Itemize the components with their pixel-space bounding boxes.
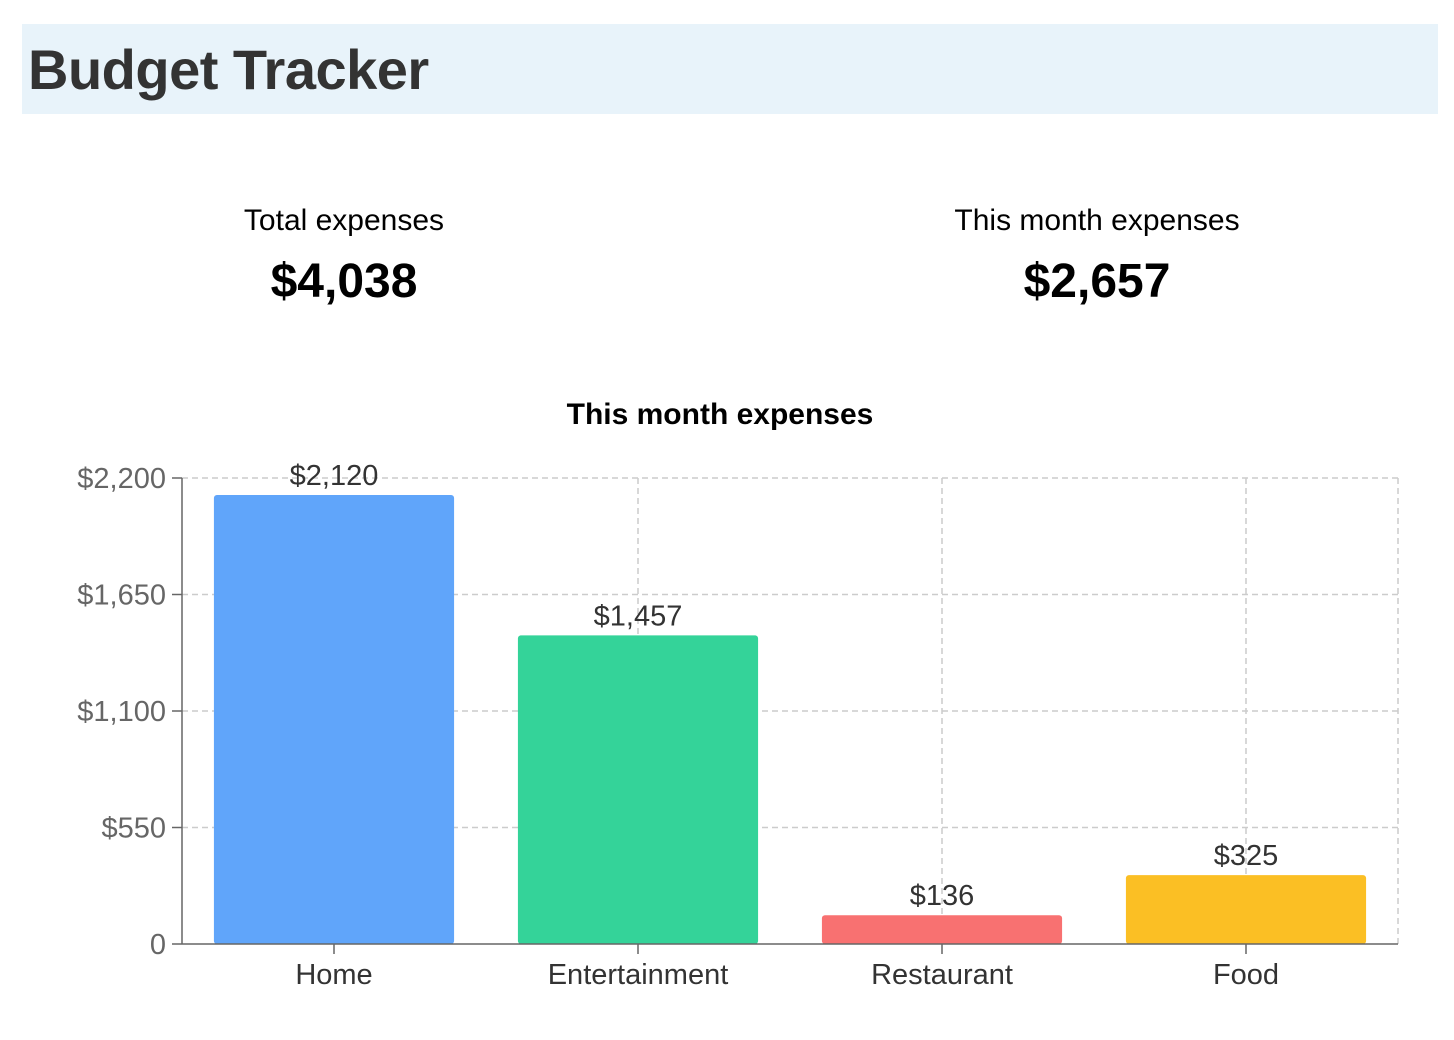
bar-entertainment xyxy=(517,635,759,944)
x-axis-tick-label: Restaurant xyxy=(871,959,1013,991)
bar-food xyxy=(1125,875,1367,944)
y-axis-tick-label: $1,650 xyxy=(77,580,166,612)
chart-title: This month expenses xyxy=(567,398,874,431)
x-axis-tick-label: Home xyxy=(295,959,372,991)
y-axis-tick-label: $2,200 xyxy=(77,463,166,495)
x-axis-tick-label: Entertainment xyxy=(548,959,729,991)
total-expenses-value: $4,038 xyxy=(270,255,418,308)
month-expenses-value: $2,657 xyxy=(1023,255,1171,308)
y-axis-tick-label: $1,100 xyxy=(77,696,166,728)
total-expenses-label: Total expenses xyxy=(243,204,445,237)
y-axis-tick-label: 0 xyxy=(150,929,166,961)
month-expenses-card: This month expenses $2,657 xyxy=(877,200,1317,314)
app-header: Budget Tracker xyxy=(22,24,1438,114)
y-axis-tick-label: $550 xyxy=(101,813,166,845)
bar-restaurant xyxy=(821,915,1063,944)
bar-value-label: $325 xyxy=(1214,840,1279,872)
month-expenses-label: This month expenses xyxy=(954,204,1240,237)
bar-value-label: $136 xyxy=(910,880,975,912)
x-axis-tick-label: Food xyxy=(1213,959,1279,991)
page-title: Budget Tracker xyxy=(28,37,429,101)
expenses-bar-chart: This month expenses $2,120 $1,457 $136 $325… xyxy=(77,398,1399,991)
bar-value-label: $1,457 xyxy=(594,600,683,632)
chart-axes xyxy=(172,477,1398,954)
bar-home xyxy=(213,494,455,944)
total-expenses-card: Total expenses $4,038 xyxy=(124,200,564,314)
chart-bars xyxy=(213,494,1367,944)
bar-value-label: $2,120 xyxy=(290,460,379,492)
chart-labels: $2,120 $1,457 $136 $325 0 $550 $1,100 $1,650 $2,… xyxy=(77,460,1279,991)
